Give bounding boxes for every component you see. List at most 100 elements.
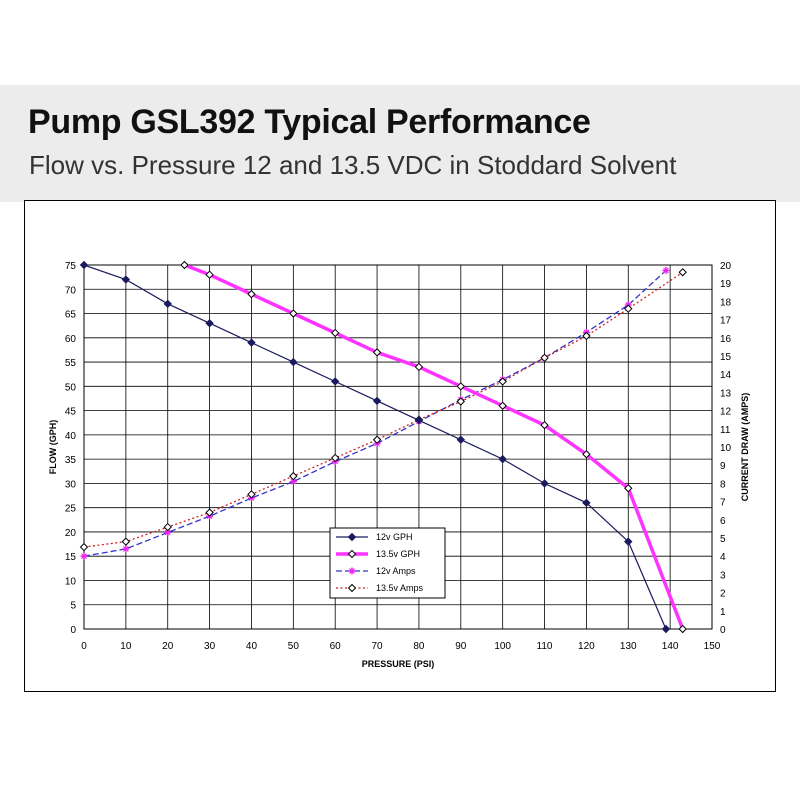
y-tick-label: 15 bbox=[65, 552, 77, 563]
data-point bbox=[498, 377, 507, 386]
y-tick-label: 60 bbox=[65, 334, 77, 345]
data-point bbox=[662, 266, 670, 274]
data-point bbox=[347, 583, 357, 593]
data-point bbox=[624, 304, 633, 313]
data-point bbox=[347, 532, 357, 542]
series-13-5v-amps bbox=[79, 268, 687, 552]
data-point bbox=[289, 309, 298, 318]
x-tick-label: 50 bbox=[288, 641, 300, 652]
y2-tick-label: 1 bbox=[720, 607, 726, 618]
data-point bbox=[80, 552, 88, 560]
data-point bbox=[372, 348, 382, 357]
data-point bbox=[347, 549, 357, 559]
data-point bbox=[247, 490, 256, 499]
y-tick-label: 30 bbox=[65, 479, 77, 490]
x-tick-label: 140 bbox=[662, 641, 679, 652]
data-point bbox=[498, 454, 507, 464]
data-point bbox=[289, 471, 298, 481]
y-tick-label: 0 bbox=[70, 625, 76, 636]
data-point bbox=[372, 435, 382, 444]
data-point bbox=[348, 567, 356, 575]
y2-tick-label: 6 bbox=[720, 516, 726, 527]
data-point bbox=[540, 353, 549, 363]
y-axis-label: FLOW (GPH) bbox=[48, 420, 58, 475]
data-point bbox=[163, 299, 172, 309]
y-tick-label: 50 bbox=[65, 382, 77, 393]
series-12v-amps bbox=[80, 266, 670, 560]
data-point bbox=[205, 270, 214, 279]
y-tick-label: 25 bbox=[65, 504, 77, 515]
data-point bbox=[582, 498, 591, 508]
legend-label: 12v GPH bbox=[376, 532, 413, 542]
x-tick-label: 20 bbox=[162, 641, 174, 652]
x-tick-label: 100 bbox=[494, 641, 511, 652]
y2-tick-label: 11 bbox=[720, 425, 731, 436]
data-point bbox=[79, 260, 89, 270]
y2-tick-label: 14 bbox=[720, 370, 732, 381]
x-tick-label: 0 bbox=[81, 641, 87, 652]
legend-label: 13.5v GPH bbox=[376, 549, 420, 559]
data-point bbox=[456, 435, 466, 444]
data-point bbox=[540, 479, 549, 488]
x-axis-label: PRESSURE (PSI) bbox=[362, 659, 435, 669]
data-point bbox=[661, 624, 671, 634]
data-point bbox=[582, 450, 591, 459]
legend: 12v GPH 13.5v GPH 12v Amps 13.5v Amps bbox=[329, 527, 446, 599]
data-point bbox=[678, 624, 687, 634]
data-point bbox=[247, 338, 256, 347]
data-point bbox=[498, 401, 507, 410]
y-tick-label: 70 bbox=[65, 285, 77, 296]
y2-tick-label: 7 bbox=[720, 498, 726, 509]
data-point bbox=[372, 396, 382, 406]
plot-border bbox=[83, 264, 713, 630]
data-point bbox=[122, 545, 130, 553]
y-tick-label: 45 bbox=[65, 407, 77, 418]
data-point bbox=[624, 537, 633, 546]
data-point bbox=[79, 542, 89, 552]
y2-tick-label: 18 bbox=[720, 297, 732, 308]
y-tick-label: 35 bbox=[65, 455, 77, 466]
header-band: Pump GSL392 Typical Performance Flow vs.… bbox=[0, 85, 800, 202]
data-point bbox=[205, 319, 214, 328]
legend-label: 12v Amps bbox=[376, 566, 416, 576]
data-point bbox=[624, 484, 633, 493]
x-tick-label: 10 bbox=[120, 641, 132, 652]
y-tick-label: 5 bbox=[70, 601, 76, 612]
series-layer bbox=[79, 260, 687, 634]
legend-item: 12v Amps bbox=[336, 566, 416, 576]
y2-tick-label: 19 bbox=[720, 279, 732, 290]
legend-item: 12v GPH bbox=[336, 532, 413, 542]
data-point bbox=[540, 420, 549, 430]
data-point bbox=[121, 275, 131, 284]
y2-tick-label: 4 bbox=[720, 552, 726, 563]
data-point bbox=[456, 397, 466, 406]
x-tick-label: 60 bbox=[330, 641, 342, 652]
data-point bbox=[330, 453, 340, 463]
data-point bbox=[180, 260, 189, 270]
data-point bbox=[330, 328, 340, 338]
legend-item: 13.5v Amps bbox=[336, 583, 424, 593]
y2-tick-label: 5 bbox=[720, 534, 726, 545]
page-subtitle: Flow vs. Pressure 12 and 13.5 VDC in Sto… bbox=[29, 150, 677, 180]
chart-frame bbox=[24, 200, 776, 692]
data-point bbox=[414, 362, 424, 372]
y-tick-label: 10 bbox=[65, 576, 77, 587]
data-point bbox=[330, 377, 340, 386]
y2-tick-label: 3 bbox=[720, 570, 726, 581]
y-tick-label: 20 bbox=[65, 528, 77, 539]
y2-tick-label: 0 bbox=[720, 625, 726, 636]
x-tick-label: 80 bbox=[413, 641, 425, 652]
data-point bbox=[289, 357, 298, 367]
data-point bbox=[678, 268, 687, 277]
data-point bbox=[582, 331, 591, 341]
y2-tick-label: 20 bbox=[720, 261, 732, 272]
data-point bbox=[414, 416, 424, 425]
x-tick-label: 120 bbox=[578, 641, 595, 652]
series-line bbox=[83, 271, 684, 548]
x-tick-labels: 0 10 20 30 40 50 60 70 80 90 100 110 120 130 140 150 bbox=[81, 641, 721, 652]
x-tick-label: 30 bbox=[204, 641, 216, 652]
y2-tick-label: 9 bbox=[720, 461, 726, 472]
x-tick-label: 40 bbox=[246, 641, 258, 652]
